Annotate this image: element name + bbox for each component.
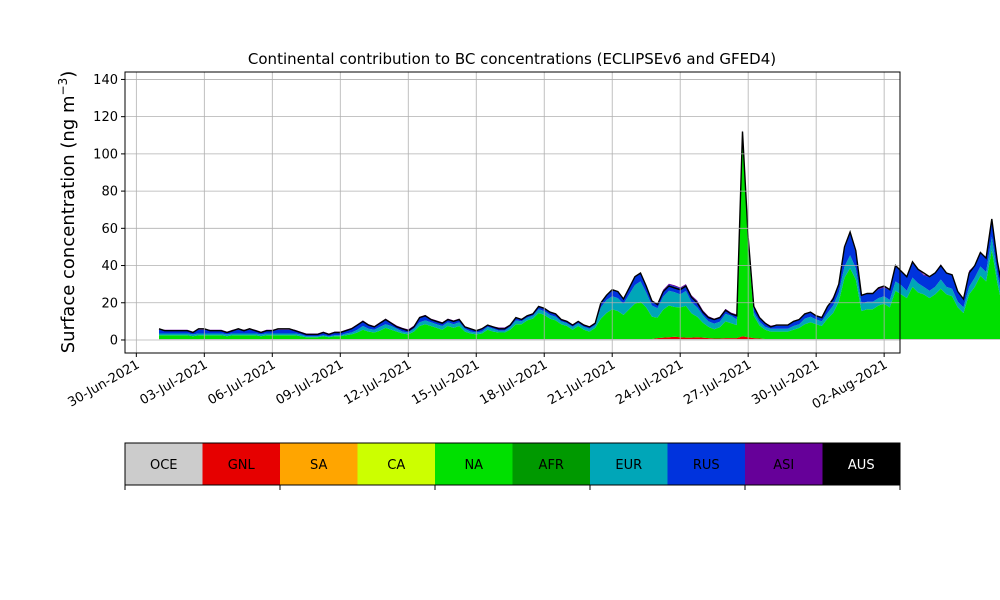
legend-label-afr: AFR <box>539 458 564 473</box>
legend-label-sa: SA <box>310 458 327 473</box>
x-axis: 30-Jun-202103-Jul-202106-Jul-202109-Jul-… <box>66 353 890 413</box>
plot-area: 0 20 40 60 80 100 120 140 30-Jun-202103-Jul-2021… <box>66 71 1000 413</box>
x-tick-label: 15-Jul-2021 <box>409 357 482 408</box>
legend-swatch-sa <box>280 443 358 485</box>
legend-label-rus: RUS <box>693 458 720 473</box>
y-axis-label-exponent: −3 <box>56 78 70 96</box>
legend-label-oce: OCE <box>150 458 178 473</box>
chart-title: Continental contribution to BC concentra… <box>248 50 776 68</box>
legend-label-na: NA <box>464 458 483 473</box>
legend-swatch-aus <box>822 443 900 485</box>
legend-swatch-na <box>435 443 513 485</box>
y-tick-label: 0 <box>110 333 118 348</box>
x-tick-label: 02-Aug-2021 <box>810 357 890 412</box>
y-axis: 0 20 40 60 80 100 120 140 <box>93 73 125 348</box>
legend-swatch-asi <box>745 443 823 485</box>
area-na <box>159 131 1000 339</box>
x-tick-label: 09-Jul-2021 <box>273 357 346 408</box>
legend-label-aus: AUS <box>848 458 875 473</box>
legend-swatch-gnl <box>202 443 280 485</box>
legend-swatch-oce <box>125 443 203 485</box>
legend-colorbar: OCE GNL SA CA NA AFR EUR RUS ASI AUS <box>124 442 901 490</box>
x-tick-label: 06-Jul-2021 <box>205 357 278 408</box>
y-tick-label: 100 <box>93 147 118 162</box>
y-axis-label-close: ) <box>58 71 79 78</box>
legend-swatch-rus <box>667 443 745 485</box>
legend-label-ca: CA <box>387 458 405 473</box>
plot-frame <box>124 71 901 354</box>
legend-label-asi: ASI <box>773 458 794 473</box>
x-tick-label: 24-Jul-2021 <box>613 357 686 408</box>
legend-frame <box>124 442 901 486</box>
total-line <box>158 131 1000 336</box>
legend-swatch-eur <box>590 443 668 485</box>
y-tick-label: 40 <box>101 259 118 274</box>
x-tick-label: 03-Jul-2021 <box>137 357 210 408</box>
legend-label-eur: EUR <box>615 458 642 473</box>
y-tick-label: 80 <box>101 185 118 200</box>
y-axis-label: Surface concentration (ng m−3) <box>56 71 79 354</box>
legend-swatch-afr <box>512 443 590 485</box>
x-tick-label: 30-Jun-2021 <box>66 357 143 410</box>
grid <box>125 72 900 353</box>
x-tick-label: 18-Jul-2021 <box>477 357 550 408</box>
legend-label-gnl: GNL <box>228 458 256 473</box>
x-tick-label: 12-Jul-2021 <box>341 357 414 408</box>
y-tick-label: 140 <box>93 73 118 88</box>
y-tick-label: 60 <box>101 222 118 237</box>
y-axis-label-text: Surface concentration (ng m <box>58 95 79 353</box>
y-tick-label: 20 <box>101 296 118 311</box>
y-tick-label: 120 <box>93 110 118 125</box>
legend-swatch-ca <box>357 443 435 485</box>
x-tick-label: 21-Jul-2021 <box>545 357 618 408</box>
x-tick-label: 27-Jul-2021 <box>681 357 754 408</box>
plot-background <box>125 72 900 353</box>
